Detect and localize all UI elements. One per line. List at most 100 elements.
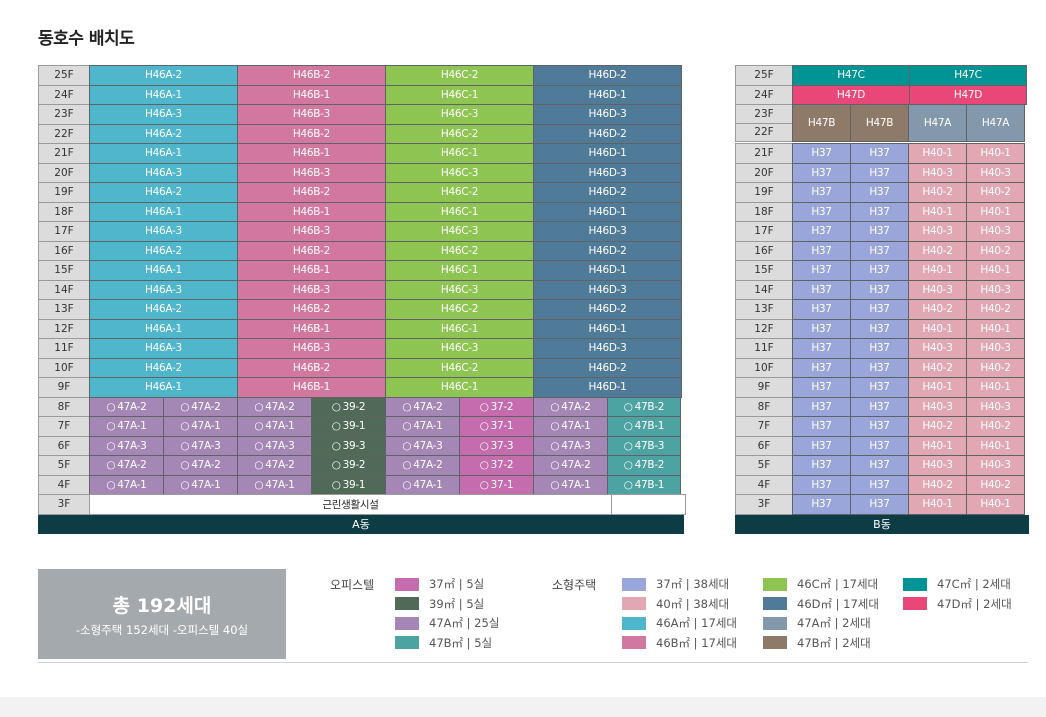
unit-cell: H46B-1 (237, 84, 386, 105)
unit-cell: H46A-1 (89, 377, 238, 398)
circle-icon: ○ (550, 439, 560, 452)
unit-cell: H40-2 (908, 474, 967, 495)
unit-cell: H40-3 (908, 162, 967, 183)
unit-cell: H46B-3 (237, 104, 386, 125)
unit-label: 47A-2 (561, 459, 591, 472)
unit-cell: H46C-1 (385, 201, 534, 222)
unit-cell: H46C-2 (385, 357, 534, 378)
unit-cell: H37 (792, 182, 851, 203)
unit-label: 37-2 (490, 459, 514, 472)
unit-cell: H37 (792, 143, 851, 164)
unit-cell: ○ 37-2 (459, 396, 534, 417)
circle-icon: ○ (331, 439, 341, 452)
floor-row: 6F H37 H37 H40-1 H40-1 (735, 435, 1029, 456)
unit-cell: H47C (909, 65, 1027, 86)
unit-label: 39-2 (342, 459, 366, 472)
unit-cell: H37 (850, 221, 909, 242)
legend-item: 47D㎡ | 2세대 (903, 596, 1012, 612)
unit-cell: H37 (792, 162, 851, 183)
unit-cell: H37 (850, 279, 909, 300)
unit-cell: ○ 47B-2 (607, 396, 681, 417)
unit-cell: H37 (850, 240, 909, 261)
floor-label: 5F (735, 455, 793, 476)
legend-label: 46B㎡ | 17세대 (656, 635, 738, 650)
unit-cell: H37 (850, 474, 909, 495)
unit-cell: H37 (792, 318, 851, 339)
unit-cell: ○ 47A-2 (533, 455, 608, 476)
circle-icon: ○ (106, 420, 116, 433)
unit-label: 47B-1 (634, 478, 665, 491)
unit-cell: H37 (792, 455, 851, 476)
unit-cell: H40-1 (966, 377, 1025, 398)
unit-label: 39-3 (342, 439, 366, 452)
unit-cell: ○ 47A-2 (89, 455, 164, 476)
unit-cell: ○ 47A-1 (163, 416, 238, 437)
unit-cell: ○ 47B-1 (607, 416, 681, 437)
legend-label: 47B㎡ | 5실 (429, 635, 493, 650)
unit-cell: H40-3 (908, 455, 967, 476)
floor-label: 6F (38, 435, 90, 456)
unit-cell: H40-1 (966, 260, 1025, 281)
building-name-a: A동 (38, 514, 684, 534)
unit-cell: H40-3 (966, 221, 1025, 242)
floor-row: 23F H46A-3 H46B-3 H46C-3 H46D-3 (38, 104, 686, 125)
unit-cell: H46D-1 (533, 260, 682, 281)
circle-icon: ○ (254, 400, 264, 413)
floor-row: 25F H46A-2 H46B-2 H46C-2 H46D-2 (38, 65, 686, 86)
floor-label: 23F (38, 104, 90, 125)
unit-cell: H37 (792, 435, 851, 456)
unit-label: 47A-3 (191, 439, 221, 452)
floor-row: 20F H46A-3 H46B-3 H46C-3 H46D-3 (38, 162, 686, 183)
circle-icon: ○ (479, 478, 489, 491)
floor-label: 25F (735, 65, 793, 86)
unit-cell: H37 (850, 338, 909, 359)
circle-icon: ○ (331, 400, 341, 413)
unit-cell: H37 (792, 201, 851, 222)
circle-icon: ○ (254, 478, 264, 491)
unit-cell: H40-1 (908, 201, 967, 222)
unit-cell: H46B-1 (237, 318, 386, 339)
floor-label: 12F (735, 318, 793, 339)
unit-cell: H40-2 (908, 299, 967, 320)
unit-cell: H37 (792, 396, 851, 417)
unit-cell: H46D-2 (533, 182, 682, 203)
unit-cell: H46A-1 (89, 143, 238, 164)
legend-swatch (903, 577, 927, 591)
unit-label: 47B-2 (634, 459, 665, 472)
unit-cell: H40-2 (908, 240, 967, 261)
unit-cell: ○ 47A-3 (89, 435, 164, 456)
circle-icon: ○ (623, 400, 633, 413)
circle-icon: ○ (331, 478, 341, 491)
floor-label: 12F (38, 318, 90, 339)
unit-cell: H46C-1 (385, 318, 534, 339)
unit-cell: H40-2 (966, 182, 1025, 203)
floor-row: 14F H37 H37 H40-3 H40-3 (735, 279, 1029, 300)
floor-row: 15F H46A-1 H46B-1 H46C-1 H46D-1 (38, 260, 686, 281)
unit-cell: H46A-1 (89, 260, 238, 281)
footer-background (0, 697, 1046, 717)
circle-icon: ○ (180, 420, 190, 433)
legend-label: 37㎡ | 38세대 (656, 577, 730, 591)
legend-swatch (395, 577, 419, 591)
floor-label: 21F (38, 143, 90, 164)
legend-label: 37㎡ | 5실 (429, 577, 485, 591)
unit-cell: ○ 39-2 (311, 396, 386, 417)
floor-row: 16F H46A-2 H46B-2 H46C-2 H46D-2 (38, 240, 686, 261)
floor-label: 14F (38, 279, 90, 300)
unit-cell: ○ 37-3 (459, 435, 534, 456)
unit-cell: H46D-1 (533, 84, 682, 105)
floor-row: 15F H37 H37 H40-1 H40-1 (735, 260, 1029, 281)
floor-label: 16F (735, 240, 793, 261)
circle-icon: ○ (623, 459, 633, 472)
floor-label: 13F (38, 299, 90, 320)
unit-cell: H46B-1 (237, 260, 386, 281)
floor-label: 24F (735, 84, 793, 105)
floor-row: 10F H46A-2 H46B-2 H46C-2 H46D-2 (38, 357, 686, 378)
unit-cell: H37 (792, 357, 851, 378)
legend-swatch (763, 597, 787, 610)
unit-cell: H40-3 (908, 221, 967, 242)
unit-cell: H46A-2 (89, 299, 238, 320)
unit-cell: H46C-3 (385, 279, 534, 300)
floor-row: 19F H46A-2 H46B-2 H46C-2 H46D-2 (38, 182, 686, 203)
unit-label: 47A-2 (413, 400, 443, 413)
